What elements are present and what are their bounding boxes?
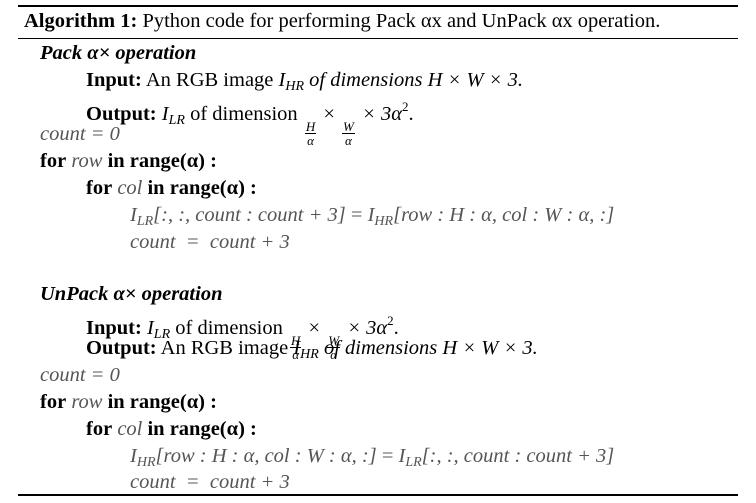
- unpack-output-sub: HR: [300, 347, 319, 362]
- unpack-output-var: I: [293, 337, 301, 359]
- unpack-count-inc: count = count + 3: [130, 471, 290, 493]
- pack-row-range: in range(α) :: [107, 150, 217, 172]
- unpack-for-col: for col in range(α) :: [86, 417, 257, 441]
- pack-input: Input: An RGB image IHR of dimensions H …: [86, 68, 523, 99]
- pack-input-dims: of dimensions H × W × 3.: [309, 69, 524, 91]
- unpack-for-col-kw: for: [86, 418, 113, 440]
- unpack-input-tail: × 3α: [347, 317, 388, 339]
- unpack-title: UnPack α× operation: [40, 283, 223, 305]
- unpack-assign-rhs-idx: [:, :, count : count + 3]: [421, 445, 615, 467]
- bottom-rule: [18, 494, 738, 496]
- unpack-row-range: in range(α) :: [107, 391, 217, 413]
- unpack-col-var: col: [117, 418, 143, 440]
- pack-for-row-kw: for: [40, 150, 67, 172]
- pack-output-var: I: [161, 103, 169, 125]
- algorithm-label: Algorithm 1:: [24, 10, 138, 32]
- unpack-output-dims: of dimensions H × W × 3.: [323, 337, 538, 359]
- pack-for-col: for col in range(α) :: [86, 176, 257, 200]
- pack-frac-h-den: α: [307, 133, 314, 148]
- pack-assign-rhs-idx: [row : H : α, col : W : α, :]: [393, 204, 615, 226]
- caption-rule: [18, 38, 738, 39]
- top-rule: [18, 5, 738, 7]
- pack-count-inc: count = count + 3: [130, 231, 290, 253]
- pack-output-tail: × 3α: [361, 103, 402, 125]
- pack-output-text: of dimension: [190, 103, 298, 125]
- unpack-input-sub: LR: [153, 327, 171, 342]
- unpack-frac-h-num: H: [290, 333, 302, 348]
- pack-row-var: row: [71, 150, 103, 172]
- unpack-frac-w-den: α: [330, 347, 338, 362]
- unpack-frac-w-num: W: [327, 333, 341, 348]
- pack-input-label: Input:: [86, 69, 142, 91]
- unpack-assign-rhs-sub: LR: [405, 455, 422, 470]
- unpack-assign: IHR[row : H : α, col : W : α, :] = ILR[:…: [130, 444, 614, 475]
- unpack-assign-rhs: I: [398, 445, 406, 467]
- unpack-row-var: row: [71, 391, 103, 413]
- unpack-for-row-kw: for: [40, 391, 67, 413]
- pack-assign-lhs: I: [130, 204, 137, 226]
- pack-assign-lhs-sub: LR: [136, 214, 154, 229]
- algorithm-caption-text: Python code for performing Pack αx and U…: [142, 10, 661, 32]
- unpack-input-var: I: [146, 317, 154, 339]
- pack-output-exp: 2: [401, 99, 409, 114]
- pack-title: Pack α× operation: [40, 42, 197, 64]
- pack-frac-h-num: H: [304, 119, 317, 134]
- unpack-input-text: of dimension: [175, 317, 283, 339]
- pack-col-range: in range(α) :: [147, 177, 257, 199]
- pack-assign-rhs-sub: HR: [374, 214, 394, 229]
- pack-input-sub: HR: [285, 79, 305, 94]
- algorithm-caption: Algorithm 1: Python code for performing …: [24, 9, 660, 33]
- pack-input-text: An RGB image: [145, 69, 274, 91]
- pack-for-row: for row in range(α) :: [40, 149, 217, 173]
- unpack-output-text: An RGB image: [160, 337, 289, 359]
- unpack-count-init: count = 0: [40, 364, 120, 386]
- unpack-col-range: in range(α) :: [147, 418, 257, 440]
- pack-count-init: count = 0: [40, 123, 120, 145]
- pack-input-var: I: [278, 69, 286, 91]
- pack-assign-eq: =: [350, 204, 363, 226]
- pack-frac-w-den: α: [345, 133, 352, 148]
- pack-assign: ILR[:, :, count : count + 3] = IHR[row :…: [130, 203, 614, 234]
- unpack-input-label: Input:: [86, 317, 142, 339]
- pack-for-col-kw: for: [86, 177, 113, 199]
- unpack-input-exp: 2: [387, 313, 394, 328]
- unpack-assign-lhs: I: [130, 445, 137, 467]
- unpack-for-row: for row in range(α) :: [40, 390, 217, 414]
- unpack-input-end: .: [393, 317, 399, 339]
- unpack-assign-lhs-idx: [row : H : α, col : W : α, :]: [155, 445, 377, 467]
- pack-assign-rhs: I: [367, 204, 375, 226]
- pack-col-var: col: [117, 177, 143, 199]
- unpack-assign-lhs-sub: HR: [136, 455, 156, 470]
- unpack-output: Output: An RGB image IHR of dimensions H…: [86, 336, 538, 367]
- unpack-frac-h-den: α: [292, 347, 300, 362]
- unpack-assign-eq: =: [381, 445, 394, 467]
- pack-output-sub: LR: [168, 113, 185, 128]
- pack-output-label: Output:: [86, 103, 157, 125]
- pack-assign-lhs-idx: [:, :, count : count + 3]: [153, 204, 346, 226]
- pack-output-end: .: [408, 103, 414, 125]
- pack-frac-w-num: W: [342, 119, 355, 134]
- unpack-output-label: Output:: [86, 337, 157, 359]
